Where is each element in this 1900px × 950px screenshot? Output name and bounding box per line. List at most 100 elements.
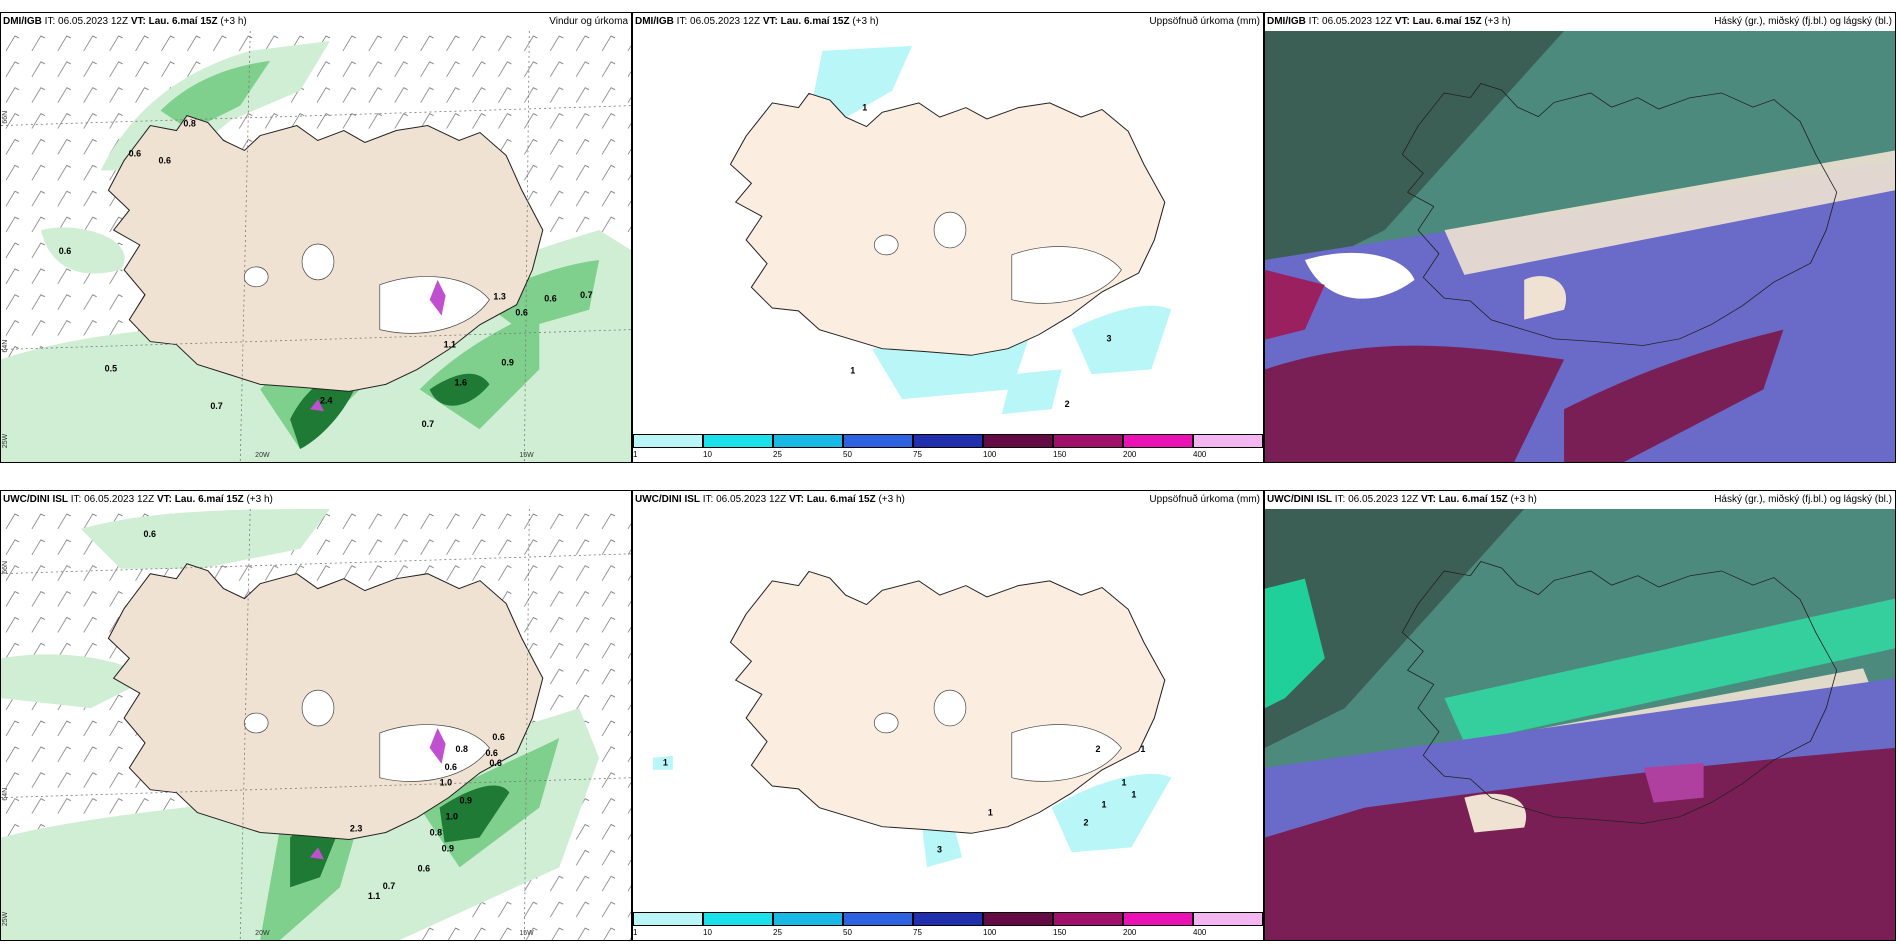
model-name: DMI/IGB	[1267, 16, 1306, 27]
svg-text:20W: 20W	[255, 452, 270, 459]
svg-text:0.8: 0.8	[456, 744, 468, 754]
svg-text:0.6: 0.6	[159, 155, 171, 165]
init-time: 06.05.2023 12Z	[84, 494, 155, 505]
panel-dmi-clouds: DMI/IGB IT: 06.05.2023 12Z VT: Lau. 6.ma…	[1264, 12, 1896, 463]
model-name: DMI/IGB	[635, 16, 674, 27]
cbar-seg-5	[983, 912, 1053, 926]
lead-time: (+3 h)	[1484, 16, 1511, 27]
cbar-seg-3	[843, 434, 913, 448]
cbar-seg-5	[983, 434, 1053, 448]
svg-text:20W: 20W	[255, 930, 270, 937]
panel-dmi-accum: DMI/IGB IT: 06.05.2023 12Z VT: Lau. 6.ma…	[632, 12, 1264, 463]
product-title: Vindur og úrkoma	[549, 16, 628, 27]
svg-text:3: 3	[1106, 333, 1111, 343]
svg-text:0.6: 0.6	[418, 863, 430, 873]
svg-text:15W: 15W	[519, 930, 534, 937]
svg-text:1: 1	[663, 758, 668, 768]
panel-dmi-wind-precip: DMI/IGB IT: 06.05.2023 12Z VT: Lau. 6.ma…	[0, 12, 632, 463]
svg-text:0.9: 0.9	[501, 357, 513, 367]
valid-time: Lau. 6.maí 15Z	[148, 16, 218, 27]
panel-header: DMI/IGB IT: 06.05.2023 12Z VT: Lau. 6.ma…	[633, 13, 1263, 31]
lead-time: (+3 h)	[220, 16, 247, 27]
svg-text:0.7: 0.7	[422, 419, 434, 429]
svg-text:0.6: 0.6	[445, 762, 457, 772]
init-time: 06.05.2023 12Z	[58, 16, 129, 27]
svg-text:2: 2	[1096, 744, 1101, 754]
svg-text:66N: 66N	[2, 561, 9, 574]
svg-text:64N: 64N	[2, 788, 9, 801]
svg-text:0.8: 0.8	[183, 119, 195, 129]
init-time: 06.05.2023 12Z	[1322, 16, 1393, 27]
colorbar: 1 10 25 50 75 100 150 200 400	[633, 910, 1263, 940]
panel-header: DMI/IGB IT: 06.05.2023 12Z VT: Lau. 6.ma…	[1, 13, 631, 31]
svg-text:1.0: 1.0	[440, 778, 452, 788]
svg-text:1.6: 1.6	[455, 377, 467, 387]
svg-text:66N: 66N	[2, 111, 9, 124]
accum-map: 1 3 2 1	[633, 31, 1263, 432]
valid-time: Lau. 6.maí 15Z	[780, 16, 850, 27]
panel-uwc-accum: UWC/DINI ISL IT: 06.05.2023 12Z VT: Lau.…	[632, 490, 1264, 941]
svg-text:0.6: 0.6	[492, 732, 504, 742]
svg-text:2: 2	[1084, 817, 1089, 827]
svg-text:1: 1	[1131, 790, 1136, 800]
svg-text:0.8: 0.8	[430, 827, 442, 837]
model-name: UWC/DINI ISL	[635, 494, 700, 505]
product-title: Háský (gr.), miðský (fj.bl.) og lágský (…	[1714, 16, 1892, 27]
valid-time: Lau. 6.maí 15Z	[174, 494, 244, 505]
svg-text:0.6: 0.6	[544, 294, 556, 304]
svg-text:0.7: 0.7	[383, 881, 395, 891]
svg-text:1: 1	[850, 365, 855, 375]
lead-time: (+3 h)	[878, 494, 905, 505]
svg-text:0.6: 0.6	[144, 529, 156, 539]
cloud-map	[1265, 509, 1895, 940]
svg-text:0.6: 0.6	[515, 308, 527, 318]
svg-text:0.6: 0.6	[129, 148, 141, 158]
svg-text:1: 1	[1121, 778, 1126, 788]
valid-time: Lau. 6.maí 15Z	[806, 494, 876, 505]
cbar-seg-3	[843, 912, 913, 926]
model-name: DMI/IGB	[3, 16, 42, 27]
cbar-seg-7	[1123, 912, 1193, 926]
precip-map: 0.6 0.6 0.8 0.6 0.6 0.6 1.0 0.9 1.0 0.8 …	[1, 509, 631, 940]
svg-text:3: 3	[937, 844, 942, 854]
panel-uwc-clouds: UWC/DINI ISL IT: 06.05.2023 12Z VT: Lau.…	[1264, 490, 1896, 941]
cbar-seg-2	[773, 434, 843, 448]
svg-text:25W: 25W	[2, 911, 9, 926]
lead-time: (+3 h)	[852, 16, 879, 27]
svg-text:25W: 25W	[2, 433, 9, 448]
valid-time: Lau. 6.maí 15Z	[1438, 494, 1508, 505]
svg-text:2.4: 2.4	[320, 395, 332, 405]
init-time: 06.05.2023 12Z	[690, 16, 761, 27]
model-name: UWC/DINI ISL	[1267, 494, 1332, 505]
init-time: 06.05.2023 12Z	[1348, 494, 1419, 505]
svg-text:1.1: 1.1	[444, 340, 456, 350]
model-name: UWC/DINI ISL	[3, 494, 68, 505]
svg-text:0.9: 0.9	[460, 796, 472, 806]
svg-text:1.0: 1.0	[446, 812, 458, 822]
svg-text:0.6: 0.6	[485, 748, 497, 758]
product-title: Uppsöfnuð úrkoma (mm)	[1149, 494, 1260, 505]
svg-text:0.7: 0.7	[580, 290, 592, 300]
precip-labels: 0.8 0.6 0.6 0.6 1.3 0.6 0.6 0.7 1.1 0.9 …	[59, 119, 593, 430]
svg-text:0.5: 0.5	[105, 363, 117, 373]
valid-time: Lau. 6.maí 15Z	[1412, 16, 1482, 27]
svg-text:0.6: 0.6	[489, 758, 501, 768]
cbar-seg-0	[633, 434, 703, 448]
colorbar: 1 10 25 50 75 100 150 200 400	[633, 432, 1263, 462]
svg-text:1: 1	[862, 103, 867, 113]
panel-header: UWC/DINI ISL IT: 06.05.2023 12Z VT: Lau.…	[1265, 491, 1895, 509]
svg-text:0.6: 0.6	[59, 246, 71, 256]
lead-time: (+3 h)	[1510, 494, 1537, 505]
cloud-map	[1265, 31, 1895, 462]
svg-text:1: 1	[1140, 744, 1145, 754]
svg-text:0.9: 0.9	[442, 843, 454, 853]
svg-text:2: 2	[1065, 399, 1070, 409]
init-time: 06.05.2023 12Z	[716, 494, 787, 505]
precip-map: 0.8 0.6 0.6 0.6 1.3 0.6 0.6 0.7 1.1 0.9 …	[1, 31, 631, 462]
svg-text:0.7: 0.7	[210, 401, 222, 411]
cbar-seg-8	[1193, 434, 1263, 448]
cbar-seg-6	[1053, 434, 1123, 448]
cbar-seg-2	[773, 912, 843, 926]
svg-text:1: 1	[1102, 800, 1107, 810]
cbar-seg-1	[703, 434, 773, 448]
